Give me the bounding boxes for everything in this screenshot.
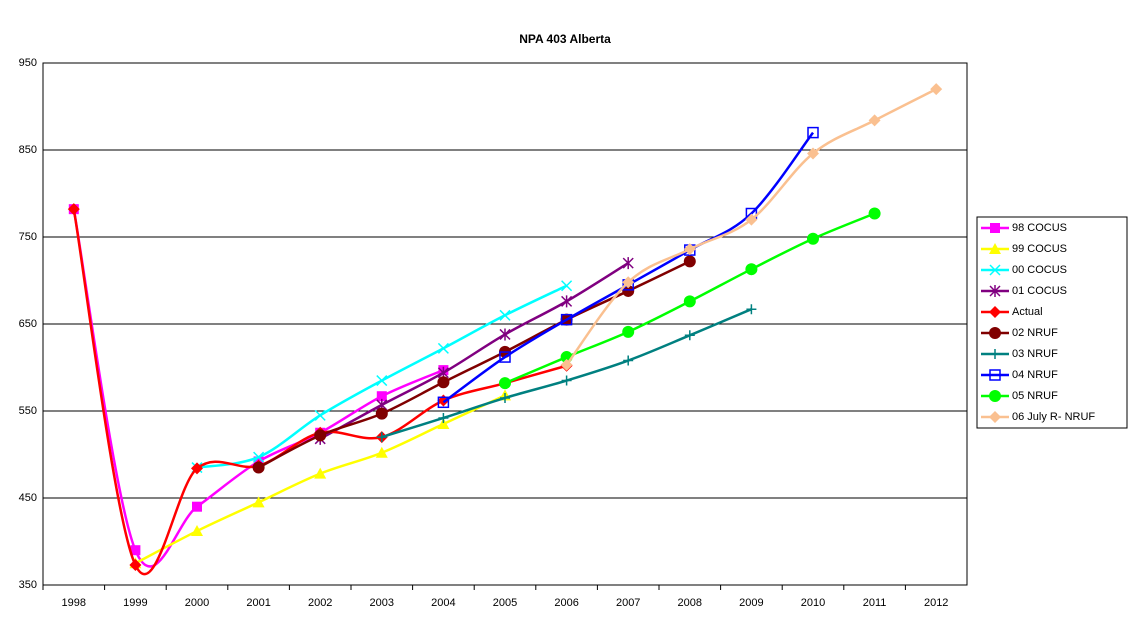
legend-label: Actual bbox=[1012, 306, 1043, 318]
x-tick-label: 2005 bbox=[493, 597, 517, 609]
x-tick-label: 1998 bbox=[62, 597, 86, 609]
marker bbox=[989, 369, 1001, 381]
marker bbox=[560, 358, 573, 371]
x-tick-label: 2000 bbox=[185, 597, 209, 609]
marker bbox=[684, 330, 695, 341]
marker bbox=[191, 462, 203, 475]
marker bbox=[989, 264, 1001, 276]
marker bbox=[622, 276, 635, 289]
y-tick-label: 650 bbox=[19, 318, 37, 330]
marker bbox=[745, 263, 758, 276]
marker bbox=[376, 391, 387, 402]
legend-label: 98 COCUS bbox=[1012, 222, 1067, 234]
marker bbox=[314, 429, 327, 442]
marker bbox=[683, 255, 696, 268]
y-tick-label: 350 bbox=[19, 579, 37, 591]
marker bbox=[989, 285, 1001, 297]
marker bbox=[746, 304, 757, 315]
y-tick-label: 750 bbox=[19, 231, 37, 243]
marker bbox=[130, 545, 141, 556]
marker bbox=[376, 375, 388, 387]
marker bbox=[989, 306, 1001, 318]
marker bbox=[375, 446, 388, 458]
legend-label: 00 COCUS bbox=[1012, 264, 1067, 276]
marker bbox=[561, 295, 573, 308]
marker bbox=[622, 257, 634, 270]
marker bbox=[683, 295, 696, 308]
marker bbox=[375, 407, 388, 420]
x-tick-label: 2011 bbox=[863, 597, 887, 609]
legend-label: 04 NRUF bbox=[1012, 369, 1058, 381]
legend-label: 02 NRUF bbox=[1012, 327, 1058, 339]
marker bbox=[990, 349, 1000, 359]
marker bbox=[623, 355, 634, 366]
legend-label: 06 July R- NRUF bbox=[1012, 411, 1095, 423]
marker bbox=[683, 243, 696, 256]
legend-label: 99 COCUS bbox=[1012, 243, 1067, 255]
marker bbox=[807, 147, 819, 160]
x-tick-label: 2010 bbox=[801, 597, 825, 609]
legend-label: 01 COCUS bbox=[1012, 285, 1067, 297]
series-line bbox=[258, 260, 691, 469]
legend-label: 03 NRUF bbox=[1012, 348, 1058, 360]
legend-label: 05 NRUF bbox=[1012, 390, 1058, 402]
series-line bbox=[72, 208, 444, 568]
marker bbox=[499, 377, 511, 390]
marker bbox=[438, 412, 449, 423]
marker bbox=[868, 114, 881, 127]
y-tick-label: 550 bbox=[19, 405, 37, 417]
marker bbox=[989, 243, 1001, 254]
marker bbox=[252, 496, 265, 508]
marker bbox=[560, 313, 573, 326]
x-tick-label: 2008 bbox=[678, 597, 702, 609]
marker bbox=[868, 207, 881, 220]
x-tick-label: 2001 bbox=[246, 597, 270, 609]
x-tick-label: 2006 bbox=[554, 597, 578, 609]
legend bbox=[976, 216, 1128, 429]
x-tick-label: 1999 bbox=[123, 597, 147, 609]
marker bbox=[437, 396, 450, 409]
marker bbox=[499, 328, 511, 341]
x-tick-label: 2002 bbox=[308, 597, 332, 609]
marker bbox=[437, 376, 450, 389]
series-line bbox=[134, 394, 506, 565]
marker bbox=[67, 203, 80, 216]
marker bbox=[314, 467, 327, 479]
marker bbox=[191, 525, 203, 537]
marker bbox=[990, 223, 1000, 233]
marker bbox=[499, 351, 511, 363]
marker bbox=[437, 418, 450, 430]
marker bbox=[930, 83, 943, 96]
marker bbox=[314, 409, 326, 421]
marker bbox=[989, 390, 1001, 402]
chart-title: NPA 403 Alberta bbox=[519, 32, 611, 46]
marker bbox=[622, 325, 635, 338]
series-line bbox=[72, 208, 567, 576]
marker bbox=[192, 501, 202, 512]
marker bbox=[500, 392, 510, 403]
marker bbox=[499, 309, 511, 321]
marker bbox=[807, 126, 819, 139]
x-tick-label: 2007 bbox=[616, 597, 640, 609]
marker bbox=[437, 342, 449, 354]
marker bbox=[252, 461, 265, 474]
marker bbox=[989, 327, 1001, 339]
y-tick-label: 950 bbox=[19, 57, 37, 69]
x-tick-label: 2004 bbox=[431, 597, 455, 609]
marker bbox=[253, 451, 265, 463]
marker bbox=[376, 432, 387, 443]
marker bbox=[561, 375, 572, 386]
marker bbox=[745, 213, 758, 226]
marker bbox=[129, 558, 142, 571]
y-tick-label: 850 bbox=[19, 144, 37, 156]
x-tick-label: 2012 bbox=[924, 597, 948, 609]
x-tick-label: 2003 bbox=[370, 597, 394, 609]
series-line bbox=[319, 262, 629, 440]
marker bbox=[807, 232, 819, 245]
marker bbox=[989, 411, 1001, 423]
x-tick-label: 2009 bbox=[739, 597, 763, 609]
y-tick-label: 450 bbox=[19, 492, 37, 504]
marker bbox=[561, 280, 573, 292]
